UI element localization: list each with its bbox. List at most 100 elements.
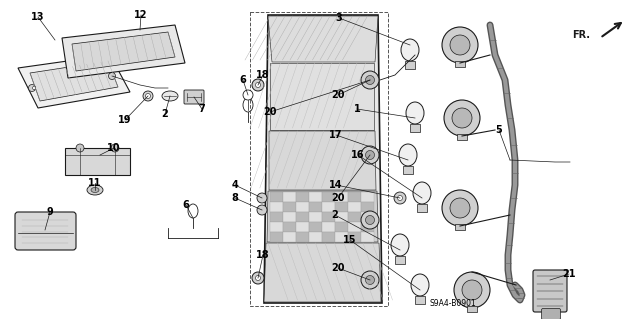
Bar (395, 256, 405, 264)
Circle shape (454, 272, 490, 308)
Bar (250, 12, 388, 306)
Bar (455, 61, 465, 67)
Circle shape (442, 190, 478, 226)
Circle shape (361, 146, 379, 164)
Ellipse shape (391, 234, 409, 256)
Bar (270, 192, 283, 202)
Bar (348, 212, 361, 222)
Bar (322, 212, 335, 222)
Ellipse shape (401, 39, 419, 61)
Ellipse shape (91, 188, 99, 192)
Bar (270, 232, 283, 242)
Ellipse shape (162, 91, 178, 101)
Bar (283, 232, 296, 242)
Bar (270, 212, 283, 222)
Text: 15: 15 (343, 235, 356, 245)
Bar (417, 204, 427, 212)
Polygon shape (268, 16, 378, 62)
Text: 2: 2 (162, 109, 168, 119)
Text: 21: 21 (563, 269, 576, 279)
Circle shape (143, 91, 153, 101)
Circle shape (462, 280, 482, 300)
Text: 19: 19 (118, 115, 132, 125)
Bar (283, 212, 296, 222)
Text: 8: 8 (232, 193, 239, 203)
Circle shape (111, 144, 119, 152)
Polygon shape (72, 32, 175, 71)
Circle shape (257, 205, 267, 215)
Bar (270, 202, 283, 212)
Bar (335, 202, 348, 212)
Bar (415, 296, 425, 304)
Circle shape (252, 79, 264, 91)
Circle shape (365, 151, 374, 160)
FancyBboxPatch shape (184, 90, 204, 104)
Polygon shape (264, 243, 381, 302)
Polygon shape (18, 55, 130, 108)
Bar (283, 192, 296, 202)
Text: 20: 20 (332, 193, 345, 203)
Bar (296, 192, 309, 202)
Text: 17: 17 (329, 130, 343, 140)
Bar (348, 192, 361, 202)
Circle shape (145, 93, 150, 99)
Bar (403, 166, 413, 174)
Ellipse shape (87, 185, 103, 195)
Text: 1: 1 (354, 104, 360, 114)
Ellipse shape (188, 204, 198, 218)
Circle shape (361, 271, 379, 289)
Bar (335, 192, 348, 202)
Circle shape (365, 216, 374, 225)
Bar (361, 192, 374, 202)
Bar (322, 222, 335, 232)
Circle shape (109, 72, 115, 79)
Text: 13: 13 (31, 12, 45, 22)
Ellipse shape (243, 98, 253, 112)
Bar (309, 202, 322, 212)
Ellipse shape (411, 274, 429, 296)
Circle shape (452, 108, 472, 128)
Text: 12: 12 (134, 10, 148, 20)
Circle shape (450, 35, 470, 55)
Text: 18: 18 (256, 250, 270, 260)
FancyBboxPatch shape (15, 212, 76, 250)
Text: 6: 6 (182, 200, 189, 210)
Text: 16: 16 (351, 150, 365, 160)
Ellipse shape (413, 182, 431, 204)
Text: 20: 20 (332, 90, 345, 100)
Circle shape (33, 86, 35, 90)
Circle shape (394, 192, 406, 204)
Text: 18: 18 (256, 70, 270, 80)
Bar (348, 202, 361, 212)
Circle shape (450, 198, 470, 218)
Text: 4: 4 (232, 180, 238, 190)
Bar (348, 222, 361, 232)
Ellipse shape (406, 102, 424, 124)
Bar (296, 202, 309, 212)
Ellipse shape (399, 144, 417, 166)
Text: S9A4-B0901: S9A4-B0901 (430, 300, 477, 308)
Polygon shape (62, 25, 185, 78)
Bar (296, 222, 309, 232)
Circle shape (29, 85, 35, 92)
Polygon shape (269, 131, 376, 190)
Bar (309, 212, 322, 222)
Text: 14: 14 (329, 180, 343, 190)
Polygon shape (270, 63, 374, 130)
Polygon shape (65, 148, 130, 175)
FancyBboxPatch shape (533, 270, 567, 312)
Circle shape (76, 144, 84, 152)
Text: 10: 10 (108, 143, 121, 153)
Polygon shape (30, 61, 118, 101)
Circle shape (365, 76, 374, 85)
Bar (296, 212, 309, 222)
Circle shape (361, 71, 379, 89)
Polygon shape (267, 191, 378, 242)
Bar (309, 222, 322, 232)
Circle shape (255, 276, 260, 280)
Circle shape (252, 272, 264, 284)
Circle shape (361, 211, 379, 229)
Bar (335, 212, 348, 222)
Polygon shape (264, 15, 382, 303)
Bar (283, 222, 296, 232)
